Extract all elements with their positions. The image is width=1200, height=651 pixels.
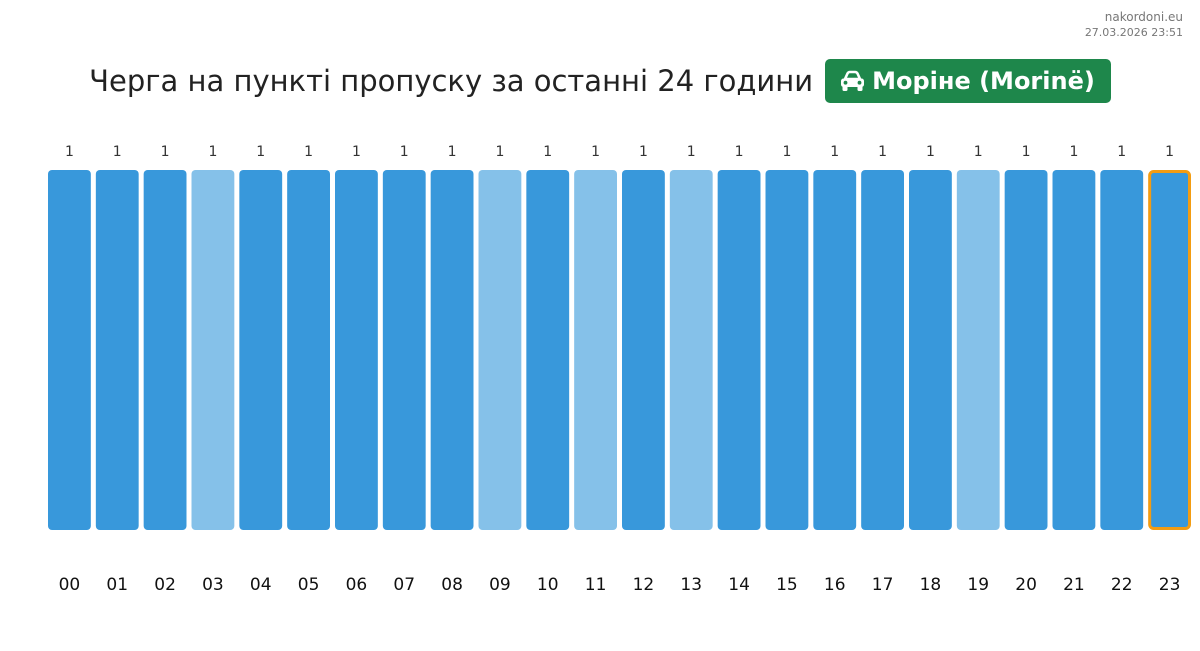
bar-value-label: 1 bbox=[400, 144, 409, 160]
bar-value-label: 1 bbox=[256, 144, 265, 160]
x-tick-label: 15 bbox=[776, 575, 798, 595]
bar-value-label: 1 bbox=[208, 144, 217, 160]
x-tick-label: 06 bbox=[346, 575, 368, 595]
x-tick-label: 03 bbox=[202, 575, 224, 595]
bar-12 bbox=[622, 170, 665, 530]
bar-value-label: 1 bbox=[974, 144, 983, 160]
x-tick-label: 08 bbox=[441, 575, 463, 595]
x-tick-label: 21 bbox=[1063, 575, 1085, 595]
x-tick-label: 10 bbox=[537, 575, 559, 595]
chart-meta: nakordoni.eu 27.03.2026 23:51 bbox=[1085, 9, 1183, 40]
bar-10 bbox=[526, 170, 570, 530]
x-tick-label: 18 bbox=[920, 575, 942, 595]
x-tick-label: 12 bbox=[633, 575, 655, 595]
bar-value-label: 1 bbox=[304, 144, 313, 160]
bar-04 bbox=[239, 170, 283, 530]
bar-14 bbox=[717, 170, 761, 530]
bar-05 bbox=[287, 170, 330, 530]
bar-value-label: 1 bbox=[591, 144, 600, 160]
bar-value-label: 1 bbox=[1022, 144, 1031, 160]
x-tick-label: 02 bbox=[154, 575, 176, 595]
bar-20 bbox=[1004, 170, 1048, 530]
bar-07 bbox=[382, 170, 426, 530]
bar-value-label: 1 bbox=[113, 144, 122, 160]
bar-value-label: 1 bbox=[495, 144, 504, 160]
bar-21 bbox=[1052, 170, 1096, 530]
car-icon bbox=[841, 70, 865, 91]
x-tick-label: 00 bbox=[59, 575, 81, 595]
x-tick-label: 17 bbox=[872, 575, 894, 595]
bar-15 bbox=[765, 170, 809, 530]
bar-value-label: 1 bbox=[1117, 144, 1126, 160]
bar-value-label: 1 bbox=[830, 144, 839, 160]
bar-17 bbox=[861, 170, 904, 530]
bar-value-label: 1 bbox=[926, 144, 935, 160]
bar-value-label: 1 bbox=[352, 144, 361, 160]
x-tick-label: 22 bbox=[1111, 575, 1133, 595]
bar-13 bbox=[669, 170, 713, 530]
x-tick-label: 01 bbox=[106, 575, 128, 595]
site-name: nakordoni.eu bbox=[1104, 10, 1183, 24]
checkpoint-badge: Моріне (Morinë) bbox=[825, 59, 1111, 103]
bar-03 bbox=[191, 170, 235, 530]
bar-value-label: 1 bbox=[687, 144, 696, 160]
bar-value-label: 1 bbox=[782, 144, 791, 160]
bar-value-label: 1 bbox=[448, 144, 457, 160]
bar-18 bbox=[909, 170, 952, 530]
bar-01 bbox=[95, 170, 139, 530]
bar-00 bbox=[48, 170, 91, 530]
chart-title: Черга на пункті пропуску за останні 24 г… bbox=[89, 64, 814, 98]
bar-value-label: 1 bbox=[1165, 144, 1174, 160]
checkpoint-name: Моріне (Morinë) bbox=[872, 67, 1095, 95]
bar-23 bbox=[1148, 170, 1191, 530]
x-tick-label: 19 bbox=[967, 575, 989, 595]
x-tick-label: 09 bbox=[489, 575, 511, 595]
bar-value-label: 1 bbox=[1069, 144, 1078, 160]
bar-value-label: 1 bbox=[735, 144, 744, 160]
timestamp: 27.03.2026 23:51 bbox=[1084, 26, 1183, 39]
x-tick-label: 11 bbox=[585, 575, 607, 595]
bar-16 bbox=[813, 170, 857, 530]
x-tick-label: 04 bbox=[250, 575, 272, 595]
bar-08 bbox=[430, 170, 474, 530]
x-tick-label: 20 bbox=[1015, 575, 1037, 595]
bar-09 bbox=[478, 170, 522, 530]
bar-02 bbox=[143, 170, 187, 530]
bar-value-label: 1 bbox=[65, 144, 74, 160]
bar-value-label: 1 bbox=[161, 144, 170, 160]
x-tick-label: 16 bbox=[824, 575, 846, 595]
chart-header: Черга на пункті пропуску за останні 24 г… bbox=[0, 59, 1200, 103]
bar-11 bbox=[574, 170, 617, 530]
bar-22 bbox=[1100, 170, 1144, 530]
x-tick-label: 05 bbox=[298, 575, 320, 595]
bar-value-label: 1 bbox=[543, 144, 552, 160]
bar-19 bbox=[956, 170, 1000, 530]
bar-value-label: 1 bbox=[878, 144, 887, 160]
x-tick-label: 14 bbox=[728, 575, 750, 595]
bar-06 bbox=[335, 170, 378, 530]
x-tick-label: 23 bbox=[1159, 575, 1181, 595]
bar-value-label: 1 bbox=[639, 144, 648, 160]
x-tick-label: 07 bbox=[393, 575, 415, 595]
x-tick-label: 13 bbox=[680, 575, 702, 595]
